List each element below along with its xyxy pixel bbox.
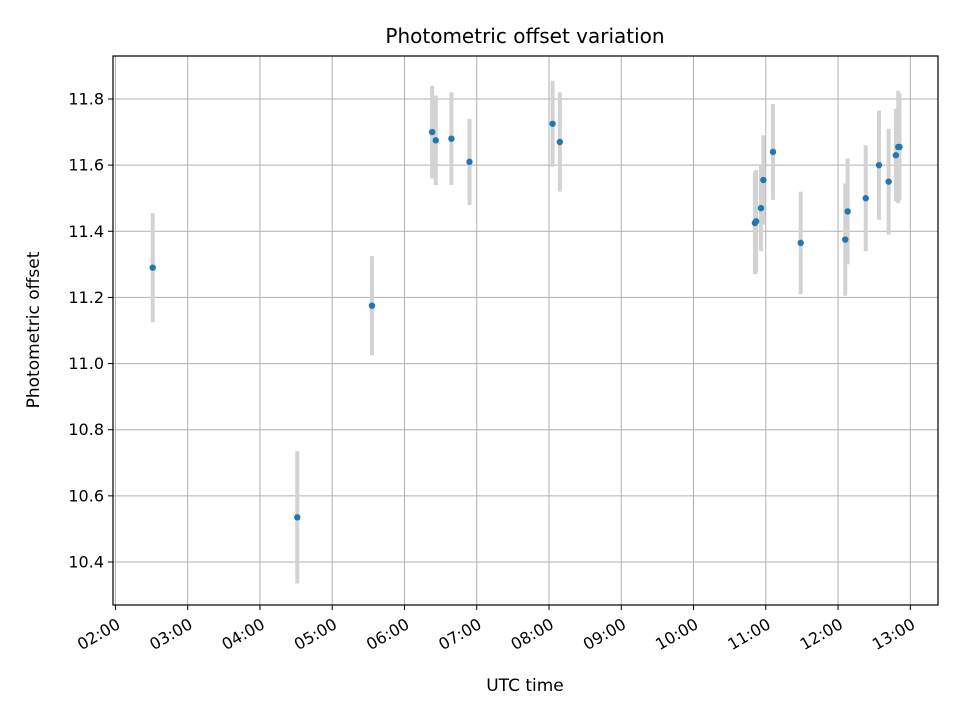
data-point	[760, 176, 767, 184]
data-point	[448, 135, 455, 142]
data-point	[294, 514, 301, 521]
y-tick-label: 11.2	[68, 288, 104, 307]
x-tick-label: 05:00	[291, 614, 340, 654]
data-point	[757, 204, 765, 212]
data-point	[769, 148, 777, 156]
chart-title: Photometric offset variation	[385, 24, 664, 48]
data-point	[549, 120, 556, 127]
data-point	[885, 178, 892, 185]
y-tick-label: 11.4	[68, 222, 104, 241]
data-point	[797, 239, 804, 247]
data-point	[875, 161, 883, 169]
data-point	[862, 195, 869, 202]
data-point	[842, 236, 849, 243]
x-tick-label: 08:00	[508, 614, 557, 654]
data-point	[896, 143, 903, 151]
x-tick-label: 12:00	[797, 614, 846, 654]
x-tick-label: 09:00	[580, 614, 629, 654]
y-tick-label: 11.6	[68, 156, 104, 175]
x-tick-label: 11:00	[724, 614, 773, 654]
x-tick-label: 03:00	[146, 614, 195, 654]
data-point	[368, 302, 376, 309]
plot-frame	[112, 55, 939, 606]
x-axis: 02:00 03:00 04:00 05:00 06:00 07:00 08:00 09:00…	[74, 605, 918, 654]
x-tick-label: 04:00	[219, 614, 268, 654]
data-point	[466, 158, 473, 166]
x-tick-label: 02:00	[74, 614, 123, 654]
data-point	[892, 152, 900, 159]
y-axis-label: Photometric offset	[24, 251, 44, 408]
x-tick-label: 13:00	[869, 614, 918, 654]
x-tick-label: 07:00	[435, 614, 484, 654]
y-tick-label: 10.8	[68, 420, 104, 439]
y-tick-label: 10.6	[68, 486, 104, 505]
data-points	[149, 120, 903, 521]
x-tick-label: 10:00	[652, 614, 701, 654]
y-axis: 10.4 10.6 10.8 11.0 11.2 11.4 11.6 11.8	[68, 89, 113, 572]
data-point	[844, 208, 851, 215]
y-tick-label: 10.4	[68, 553, 104, 572]
data-point	[752, 218, 760, 225]
y-tick-label: 11.0	[68, 354, 104, 373]
data-point	[556, 138, 564, 146]
grid	[113, 56, 938, 605]
x-axis-label: UTC time	[486, 676, 564, 696]
x-tick-label: 06:00	[363, 614, 412, 654]
data-point	[428, 128, 436, 136]
error-bars	[150, 80, 902, 584]
y-tick-label: 11.8	[68, 89, 104, 108]
data-point	[432, 137, 439, 144]
data-point	[149, 264, 156, 271]
